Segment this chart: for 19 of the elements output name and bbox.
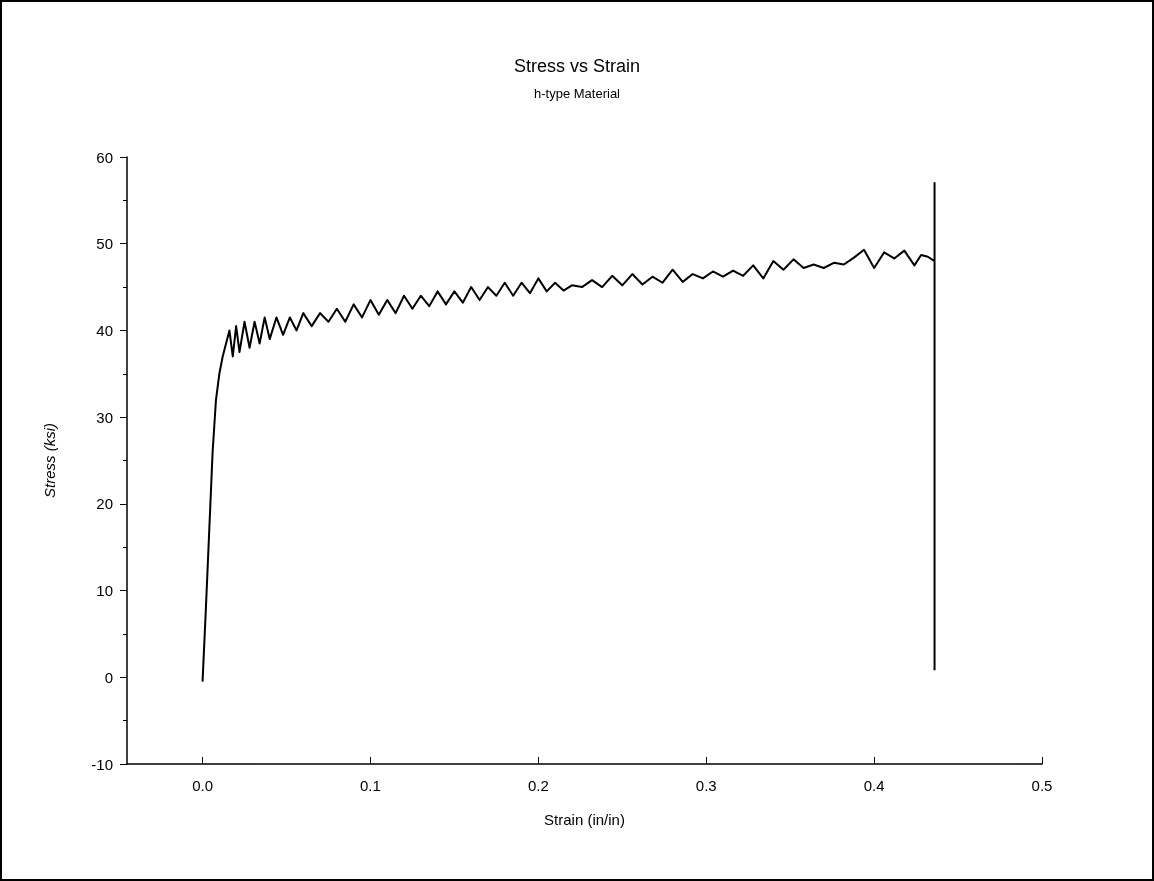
y-tick-label: 40 [96,321,113,339]
y-tick-label: 50 [96,235,113,253]
y-tick-label: 60 [96,148,113,166]
chart-subtitle: h-type Material [534,86,621,101]
x-tick-label: 0.0 [192,777,213,794]
x-tick-label: 0.1 [360,777,381,794]
chart-title: Stress vs Strain [513,56,641,76]
x-tick-label: 0.5 [1031,777,1053,794]
x-tick-label: 0.3 [695,777,717,794]
y-tick-label: 30 [96,408,113,426]
y-tick-label: 10 [96,582,113,600]
line-series [201,182,936,683]
y-tick-label: 20 [96,495,113,513]
y-tick-label: -10 [91,755,113,773]
x-axis-title: Strain (in/in) [544,811,625,828]
y-axis-title: Stress (ksi) [41,423,58,498]
x-tick-label: 0.4 [863,777,885,794]
x-tick-label: 0.2 [527,777,549,794]
y-tick-label: 0 [104,668,113,686]
